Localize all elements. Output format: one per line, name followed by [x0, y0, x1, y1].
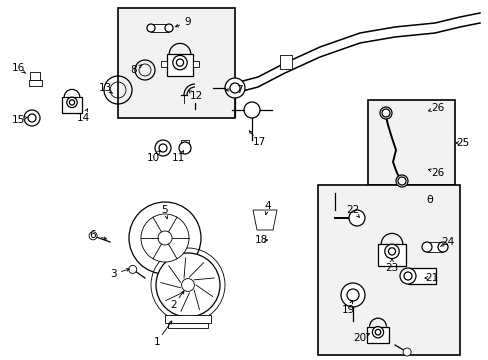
- Bar: [280, 55, 291, 69]
- Text: 10: 10: [146, 153, 159, 163]
- Text: 4: 4: [264, 201, 271, 211]
- Polygon shape: [252, 210, 276, 230]
- Bar: [164, 315, 210, 323]
- Circle shape: [379, 107, 391, 119]
- Text: 7: 7: [235, 85, 242, 95]
- Bar: [193, 62, 199, 67]
- Circle shape: [437, 242, 447, 252]
- Bar: [151, 24, 169, 32]
- Bar: [30, 72, 40, 80]
- Text: 11: 11: [171, 153, 184, 163]
- Circle shape: [381, 109, 389, 117]
- Circle shape: [421, 242, 431, 252]
- Circle shape: [67, 97, 77, 108]
- Bar: [367, 100, 454, 185]
- Text: 21: 21: [425, 273, 438, 283]
- Circle shape: [129, 202, 201, 274]
- Text: 14: 14: [76, 113, 89, 123]
- Circle shape: [346, 289, 358, 301]
- Text: θ: θ: [426, 195, 432, 205]
- Text: 13: 13: [98, 83, 111, 93]
- Text: 3: 3: [109, 269, 116, 279]
- Text: 25: 25: [455, 138, 468, 148]
- Text: 19: 19: [341, 305, 354, 315]
- Circle shape: [229, 83, 240, 93]
- Text: 20: 20: [353, 333, 366, 343]
- Circle shape: [181, 279, 194, 291]
- Circle shape: [348, 210, 364, 226]
- Circle shape: [244, 102, 260, 118]
- Circle shape: [28, 114, 36, 122]
- Bar: [426, 242, 442, 252]
- Circle shape: [402, 348, 410, 356]
- Bar: [61, 97, 82, 113]
- Circle shape: [141, 214, 189, 262]
- Text: 12: 12: [189, 91, 202, 101]
- Bar: [161, 62, 166, 67]
- Bar: [317, 185, 459, 355]
- Text: 2: 2: [170, 300, 177, 310]
- Circle shape: [89, 232, 97, 240]
- Text: 17: 17: [252, 137, 265, 147]
- Bar: [407, 268, 435, 284]
- Text: 22: 22: [346, 205, 359, 215]
- Circle shape: [69, 100, 75, 105]
- Text: 6: 6: [89, 230, 96, 240]
- Text: 9: 9: [184, 17, 191, 27]
- Circle shape: [147, 24, 155, 32]
- Circle shape: [176, 59, 183, 66]
- Text: 26: 26: [430, 103, 444, 113]
- Bar: [118, 8, 235, 118]
- Text: 8: 8: [130, 65, 137, 75]
- Text: 16: 16: [11, 63, 24, 73]
- Circle shape: [172, 55, 187, 70]
- Bar: [180, 146, 190, 151]
- Circle shape: [158, 231, 172, 245]
- Bar: [377, 244, 406, 266]
- Bar: [366, 327, 388, 343]
- Circle shape: [128, 265, 137, 273]
- Circle shape: [164, 24, 173, 32]
- Circle shape: [155, 140, 171, 156]
- Text: 18: 18: [254, 235, 267, 245]
- Circle shape: [384, 244, 398, 258]
- Circle shape: [403, 272, 411, 280]
- Bar: [181, 140, 189, 146]
- Text: 24: 24: [441, 237, 454, 247]
- Circle shape: [395, 175, 407, 187]
- Text: 23: 23: [385, 263, 398, 273]
- Circle shape: [397, 177, 405, 185]
- Circle shape: [224, 78, 244, 98]
- Circle shape: [387, 248, 395, 255]
- Circle shape: [372, 327, 383, 338]
- Circle shape: [399, 268, 415, 284]
- Circle shape: [159, 144, 167, 152]
- Text: 5: 5: [162, 205, 168, 215]
- Circle shape: [156, 253, 220, 317]
- Text: 1: 1: [153, 337, 160, 347]
- Circle shape: [340, 283, 364, 307]
- Text: 26: 26: [430, 168, 444, 178]
- Circle shape: [374, 329, 380, 335]
- Bar: [28, 80, 41, 86]
- Bar: [168, 323, 207, 328]
- Circle shape: [24, 110, 40, 126]
- Circle shape: [179, 142, 191, 154]
- Bar: [166, 54, 193, 76]
- Text: 15: 15: [11, 115, 24, 125]
